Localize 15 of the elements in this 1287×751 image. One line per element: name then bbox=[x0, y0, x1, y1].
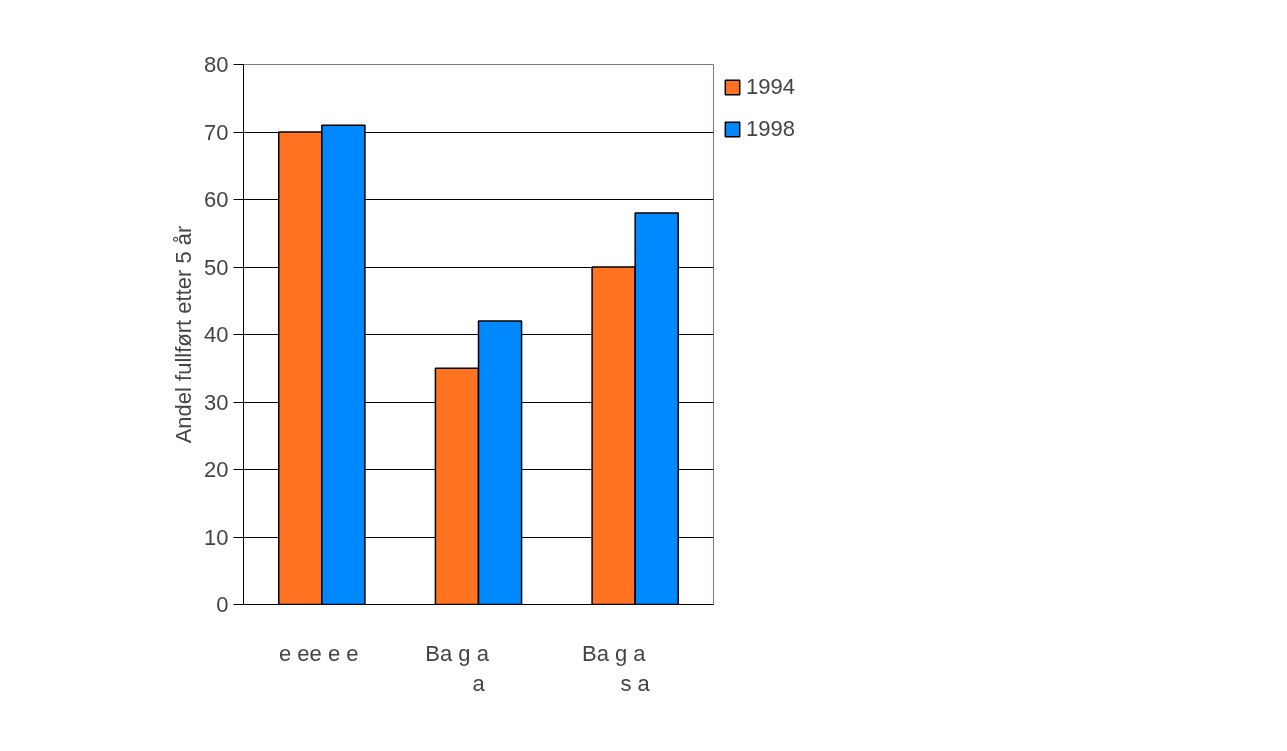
y-tick-label: 60 bbox=[204, 187, 229, 212]
y-tick-label: 40 bbox=[204, 322, 229, 347]
y-tick-label: 10 bbox=[204, 524, 229, 550]
x-tick-label: e ee e e bbox=[279, 640, 359, 666]
y-tick-label: 0 bbox=[216, 592, 229, 617]
x-tick-label: Ba g a s a bbox=[581, 640, 651, 696]
legend-label: 1998 bbox=[746, 116, 795, 142]
y-tick-label: 20 bbox=[204, 457, 229, 482]
y-tick-label: 70 bbox=[204, 119, 229, 145]
x-tick-label: Ba g a a bbox=[425, 640, 490, 696]
y-tick-label: 80 bbox=[204, 52, 229, 77]
legend-label: 1994 bbox=[746, 74, 795, 100]
y-tick-label: 50 bbox=[204, 254, 229, 280]
y-tick-label: 30 bbox=[204, 389, 229, 415]
y-axis-title: Andel fullført etter 5 år bbox=[171, 225, 197, 444]
